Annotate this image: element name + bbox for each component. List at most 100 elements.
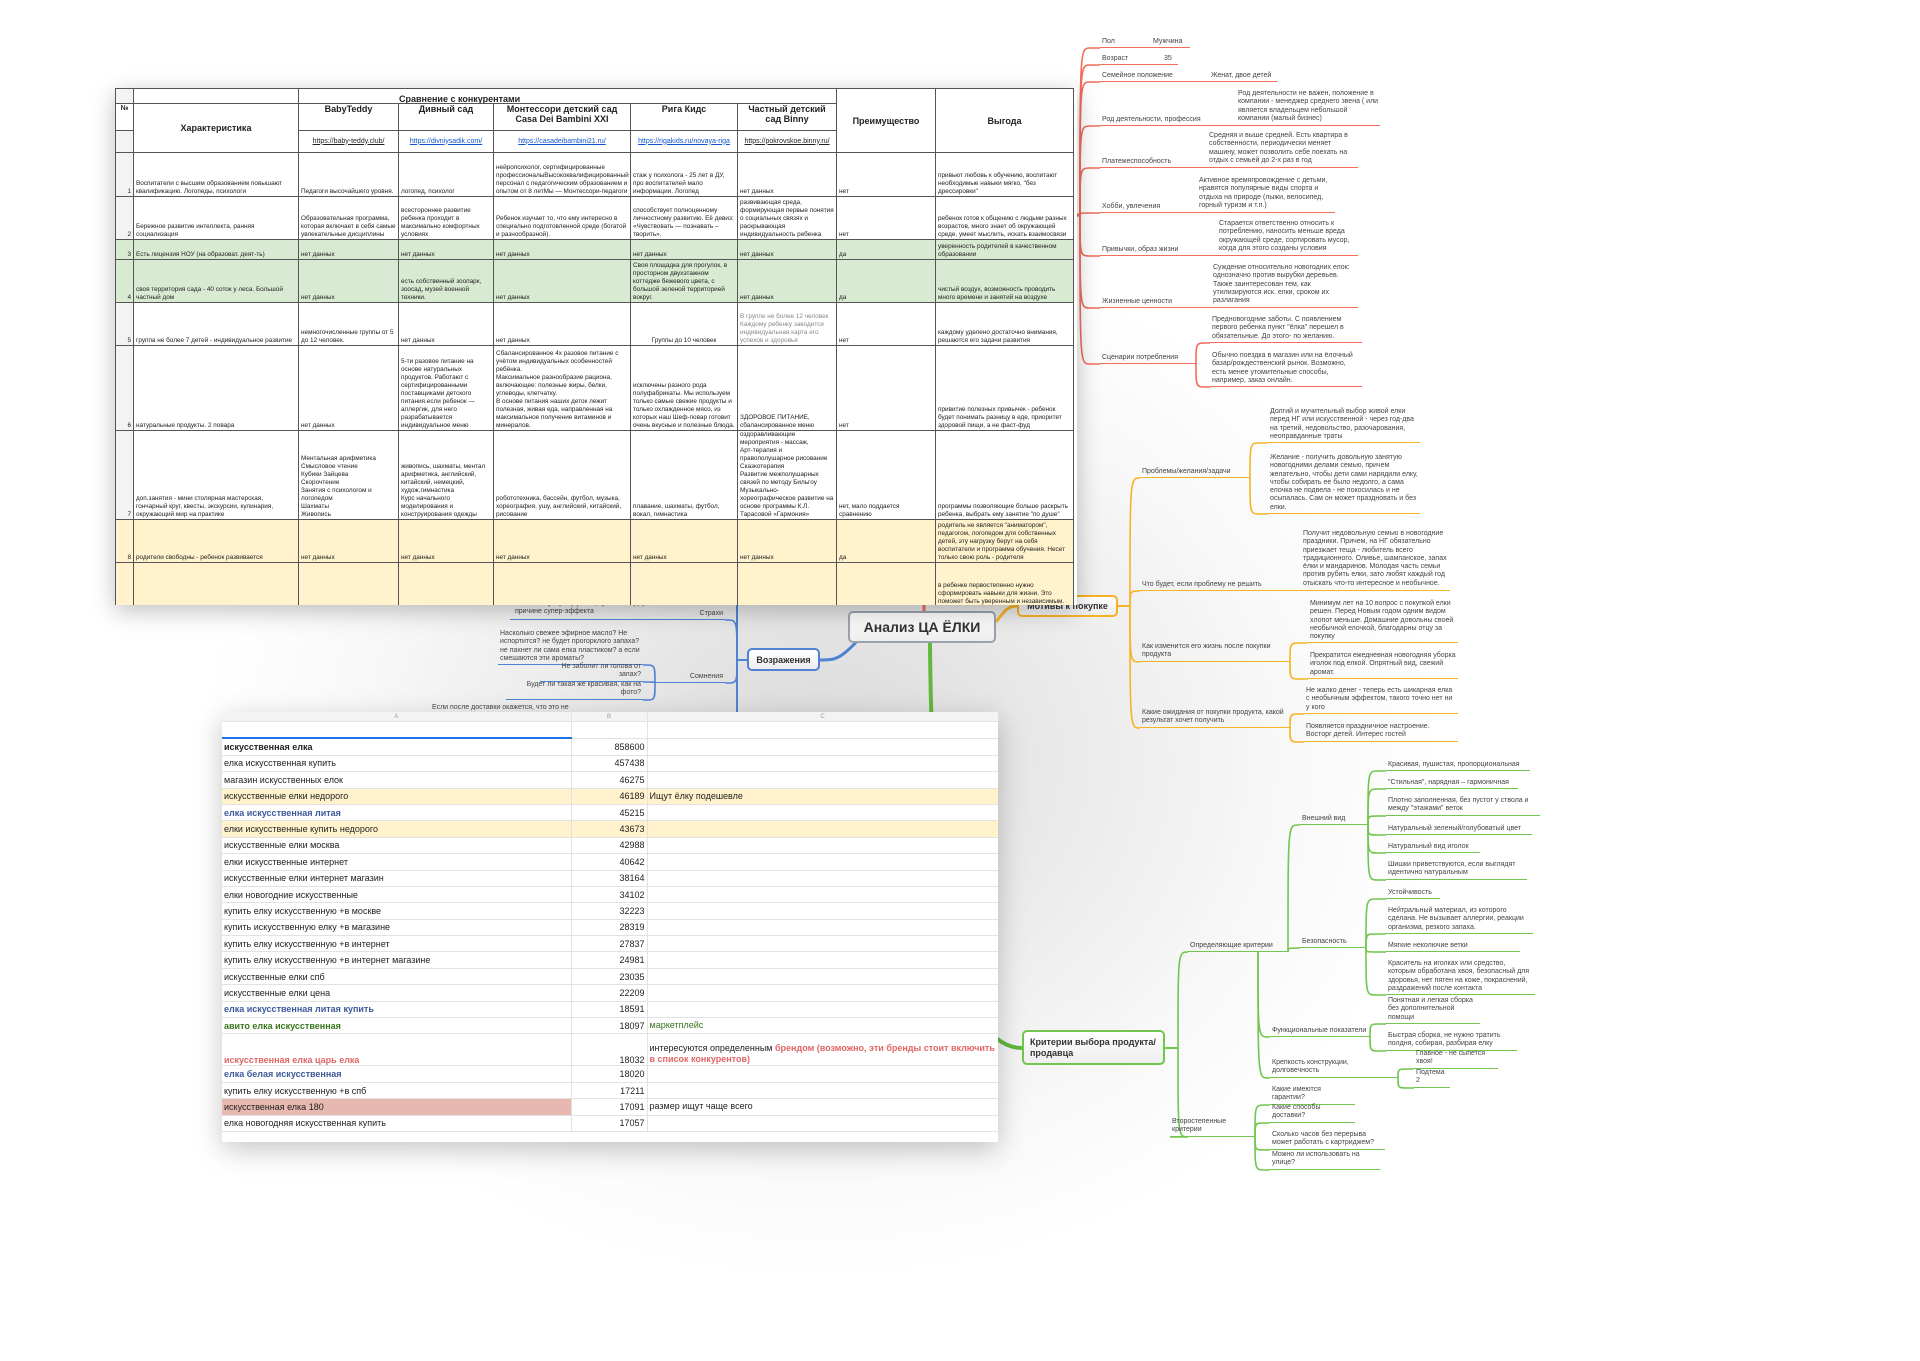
competitor-comparison-sheet[interactable]: Сравнение с конкурентами Преимущество Выго… — [115, 88, 1077, 605]
competitor-cell[interactable]: логопед, психолог — [398, 152, 494, 197]
motive-item[interactable]: Минимум лет на 10 вопрос с покупкой елки… — [1308, 600, 1458, 644]
keyword-query[interactable]: искусственные елки недорого — [222, 788, 572, 805]
competitor-cell[interactable]: нет данных — [737, 239, 837, 260]
keyword-note[interactable] — [647, 755, 998, 773]
keyword-volume[interactable]: 46189 — [571, 788, 648, 805]
advantage-cell[interactable]: нет — [836, 196, 936, 240]
benefit-cell[interactable]: привитие полезных привычек - ребенок буд… — [935, 345, 1074, 431]
keyword-volume[interactable]: 17057 — [571, 1115, 648, 1132]
criteria-item[interactable]: Натуральный зеленый/голубоватый цвет — [1386, 825, 1532, 836]
keyword-note[interactable]: Ищут ёлку подешевле — [647, 788, 998, 805]
selected-cell[interactable] — [222, 721, 572, 740]
competitor-cell[interactable] — [737, 562, 837, 605]
central-topic[interactable]: Анализ ЦА ЁЛКИ — [848, 611, 996, 643]
competitor-cell[interactable]: Педагоги высочайшего уровня. — [298, 152, 399, 197]
competitor-cell[interactable]: оздоравливающие мероприятия - массаж, Ар… — [737, 430, 837, 520]
competitor-cell[interactable]: Ментальная арифметика Смысловое чтение К… — [298, 430, 399, 520]
criteria-item[interactable]: Красивая, пушистая, пропорциональная — [1386, 761, 1530, 772]
motive-item[interactable]: Не жалко денег - теперь есть шикарная ел… — [1304, 687, 1458, 714]
motive-problems[interactable]: Проблемы/желания/задачи — [1140, 468, 1250, 479]
keyword-query[interactable]: искусственная елка — [222, 738, 572, 756]
persona-scenarios[interactable]: Сценарии потребления — [1100, 354, 1196, 365]
criteria-item[interactable]: "Стильная", нарядная – гармоничная — [1386, 779, 1518, 790]
advantage-cell[interactable]: да — [836, 239, 936, 260]
keyword-volume[interactable]: 28319 — [571, 919, 648, 937]
advantage-cell[interactable]: да — [836, 519, 936, 563]
keyword-query[interactable]: купить елку искусственную +в москве — [222, 902, 572, 920]
keyword-query[interactable]: искусственные елки спб — [222, 968, 572, 986]
keyword-note[interactable] — [647, 804, 998, 822]
competitor-link[interactable]: https://pokrovskoe.binny.ru/ — [737, 130, 837, 153]
keyword-query[interactable]: елка искусственная литая купить — [222, 1001, 572, 1019]
keyword-volume[interactable]: 38164 — [571, 870, 648, 887]
motive-item[interactable]: Прекратится ежедневная новогодняя уборка… — [1308, 652, 1458, 679]
keyword-note[interactable] — [647, 853, 998, 871]
benefit-cell[interactable]: привьют любовь к обучению, воспитают нео… — [935, 152, 1074, 197]
competitor-cell[interactable]: нет данных — [398, 302, 494, 346]
criteria-safety[interactable]: Безопасность — [1300, 938, 1366, 949]
criteria-appearance[interactable]: Внешний вид — [1300, 815, 1368, 826]
feature-cell[interactable]: натуральные продукты. 2 повара — [133, 345, 299, 431]
competitor-cell[interactable]: нет данных — [298, 345, 399, 431]
criteria-item[interactable]: Подтема 2 — [1414, 1069, 1450, 1088]
competitor-cell[interactable]: Сбалансированное 4х разовое питание с уч… — [493, 345, 631, 431]
competitor-cell[interactable]: нет данных — [493, 259, 631, 303]
competitor-cell[interactable]: немногочисленные группы от 5 до 12 челов… — [298, 302, 399, 346]
keyword-query[interactable]: елка новогодняя искусственная купить — [222, 1115, 572, 1132]
competitor-link[interactable]: https://casadeibambini21.ru/ — [493, 130, 631, 153]
keyword-note[interactable]: интересуются определенным брендом (возмо… — [647, 1033, 998, 1067]
advantage-cell[interactable] — [836, 562, 936, 605]
criteria-item[interactable]: Мягкие неколючие ветки — [1386, 942, 1520, 953]
keyword-query[interactable]: искусственные елки интернет магазин — [222, 870, 572, 887]
keyword-query[interactable]: елка белая искусственная — [222, 1065, 572, 1083]
keyword-volume[interactable]: 34102 — [571, 886, 648, 904]
keyword-note[interactable] — [647, 837, 998, 855]
competitor-cell[interactable]: стаж у психолога - 25 лет в ДУ, про восп… — [630, 152, 738, 197]
column-letter[interactable]: C — [647, 712, 998, 722]
keyword-query[interactable]: авито елка искусственная — [222, 1017, 572, 1035]
persona-occupation[interactable]: Род деятельности, профессия — [1100, 116, 1380, 127]
competitor-cell[interactable]: исключены разного рода полуфабрикаты. Мы… — [630, 345, 738, 431]
competitor-cell[interactable]: нет данных — [298, 259, 399, 303]
persona-scenario-item[interactable]: Предновогодние заботы. С появлением перв… — [1210, 316, 1362, 343]
competitor-cell[interactable]: робототехника, бассейн, футбол, музыка, … — [493, 430, 631, 520]
criteria-item[interactable]: Натуральный вид иголок — [1386, 843, 1480, 854]
keyword-query[interactable]: магазин искусственных елок — [222, 771, 572, 789]
keyword-query[interactable]: искусственные елки москва — [222, 837, 572, 855]
keyword-query[interactable]: елки искусственные интернет — [222, 853, 572, 871]
criteria-functional[interactable]: Функциональные показатели — [1270, 1027, 1370, 1038]
persona-solvency[interactable]: Платежеспособность — [1100, 158, 1358, 169]
keyword-query[interactable]: искусственная елка царь елка — [222, 1033, 572, 1067]
competitor-cell[interactable]: есть собственный зоопарк, зоосад, музей … — [398, 259, 494, 303]
competitor-cell[interactable]: Образовательная программа, которая включ… — [298, 196, 399, 240]
feature-cell[interactable]: доп.занятия - мини столярная мастерская,… — [133, 430, 299, 520]
feature-cell[interactable]: Есть лицензия НОУ (на образоват. деят-ть… — [133, 239, 299, 260]
objection-doubts[interactable]: Сомнения — [650, 673, 725, 684]
keyword-query[interactable]: искусственные елки цена — [222, 984, 572, 1002]
competitor-cell[interactable]: Своя площадка для прогулок, в просторном… — [630, 259, 738, 303]
keyword-query[interactable]: искусственная елка 180 — [222, 1098, 572, 1116]
keyword-note[interactable] — [647, 820, 998, 838]
benefit-cell[interactable]: ребенок готов к общению с людьми разных … — [935, 196, 1074, 240]
objections-topic[interactable]: Возражения — [747, 648, 820, 671]
objection-doubt-item[interactable]: Насколько свежее эфирное масло? Не испор… — [498, 630, 643, 666]
advantage-cell[interactable]: нет — [836, 302, 936, 346]
keyword-volume[interactable]: 18591 — [571, 1001, 648, 1019]
criteria-defining[interactable]: Определяющие критерии — [1188, 942, 1288, 953]
competitor-cell[interactable]: всестороннее развитие ребенка проходит в… — [398, 196, 494, 240]
keyword-note[interactable]: маркетплейс — [647, 1017, 998, 1035]
competitor-cell[interactable]: способствует полноценному личностному ра… — [630, 196, 738, 240]
keyword-volume[interactable]: 42988 — [571, 837, 648, 855]
keyword-query[interactable]: елка искусственная литая — [222, 804, 572, 822]
advantage-cell[interactable]: нет — [836, 152, 936, 197]
persona-habits[interactable]: Привычки, образ жизни — [1100, 246, 1358, 257]
competitor-cell[interactable]: нейропсихолог, сертифицированные професс… — [493, 152, 631, 197]
keyword-note[interactable] — [647, 1115, 998, 1132]
column-letter[interactable]: A — [222, 712, 572, 722]
competitor-cell[interactable]: Группы до 10 человек — [630, 302, 738, 346]
benefit-cell[interactable]: родитель не является "аниматором", педаг… — [935, 519, 1074, 563]
competitor-cell[interactable]: нет данных — [298, 239, 399, 260]
keyword-query[interactable]: елка искусственная купить — [222, 755, 572, 773]
keyword-volume[interactable]: 32223 — [571, 902, 648, 920]
objection-doubt-item[interactable]: Не заболит ли голова от запах? — [540, 663, 643, 682]
